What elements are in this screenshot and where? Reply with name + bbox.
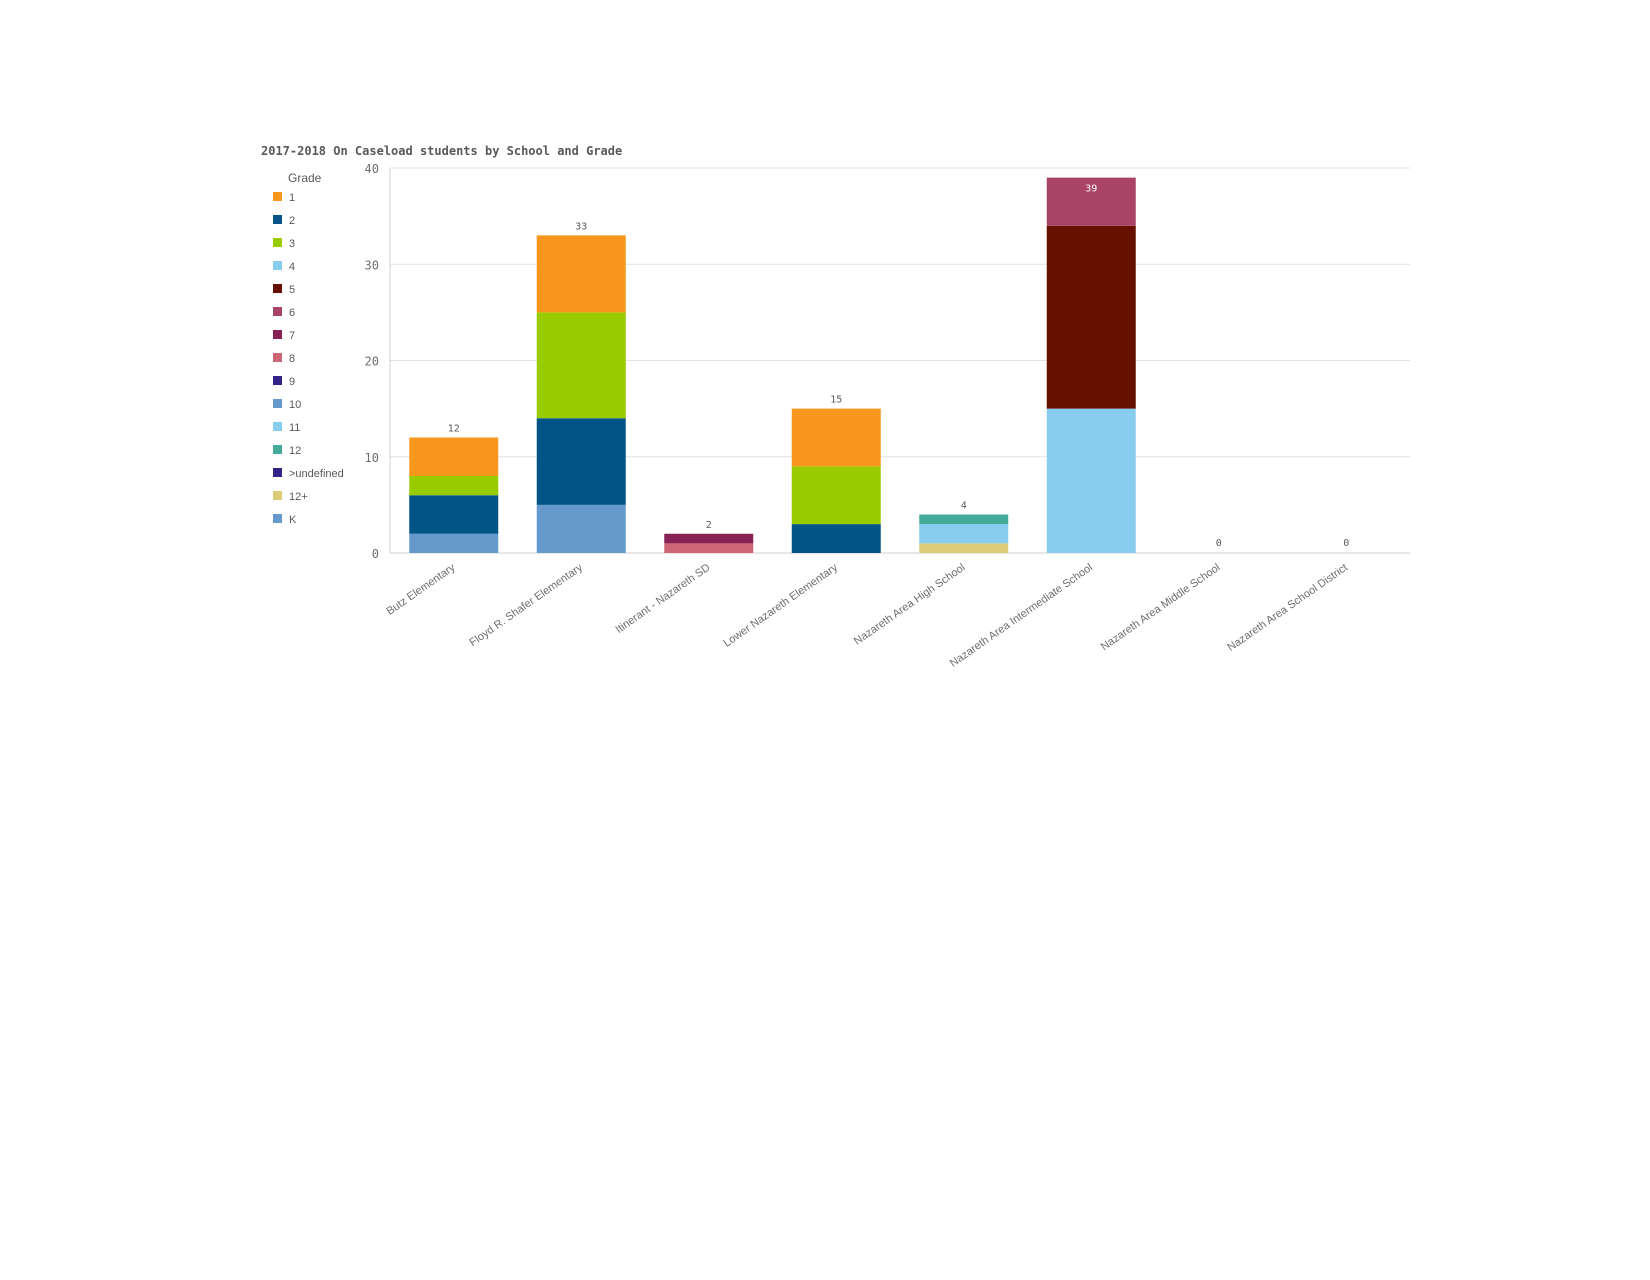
data-label: 4 bbox=[961, 501, 967, 512]
legend-label: 12+ bbox=[289, 491, 308, 503]
legend-label: 7 bbox=[289, 330, 295, 342]
bar-segment bbox=[1046, 177, 1136, 226]
x-tick-label: Nazareth Area Middle School bbox=[1099, 562, 1223, 654]
bar-segment bbox=[919, 543, 1009, 553]
y-tick-label: 10 bbox=[365, 451, 379, 465]
legend-label: 1 bbox=[289, 192, 295, 204]
legend-label: >undefined bbox=[289, 468, 344, 480]
legend-swatch bbox=[273, 514, 282, 523]
data-label: 33 bbox=[575, 221, 587, 232]
legend-swatch bbox=[273, 468, 282, 477]
legend-swatch bbox=[273, 399, 282, 408]
y-tick-label: 40 bbox=[365, 162, 379, 176]
x-tick-label: Floyd R. Shafer Elementary bbox=[467, 561, 585, 649]
legend-swatch bbox=[273, 307, 282, 316]
x-tick-label: Butz Elementary bbox=[384, 561, 457, 617]
data-label: 2 bbox=[706, 520, 712, 531]
x-tick-label: Nazareth Area School District bbox=[1225, 562, 1350, 654]
legend-swatch bbox=[273, 261, 282, 270]
legend-label: 9 bbox=[289, 376, 295, 388]
legend-swatch bbox=[273, 330, 282, 339]
legend-swatch bbox=[273, 353, 282, 362]
legend-label: 2 bbox=[289, 215, 295, 227]
legend-swatch bbox=[273, 215, 282, 224]
legend-swatch bbox=[273, 192, 282, 201]
bar-segment bbox=[536, 312, 626, 419]
legend-label: 4 bbox=[289, 261, 295, 273]
legend-title: Grade bbox=[288, 171, 322, 185]
data-label: 39 bbox=[1085, 184, 1097, 195]
legend-label: 6 bbox=[289, 307, 295, 319]
x-tick-label: Itinerant - Nazareth SD bbox=[613, 562, 712, 636]
y-tick-label: 0 bbox=[372, 547, 379, 561]
legend-label: 10 bbox=[289, 399, 301, 411]
bars-layer bbox=[409, 177, 1136, 553]
legend-swatch bbox=[273, 491, 282, 500]
bar-segment bbox=[791, 524, 881, 553]
legend-label: 12 bbox=[289, 445, 301, 457]
legend-swatch bbox=[273, 284, 282, 293]
y-tick-label: 20 bbox=[365, 355, 379, 369]
x-tick-label: Nazareth Area Intermediate School bbox=[948, 562, 1095, 670]
legend-label: 11 bbox=[289, 422, 300, 434]
data-label: 12 bbox=[448, 424, 460, 435]
y-tick-label: 30 bbox=[365, 258, 379, 272]
data-label: 15 bbox=[830, 395, 842, 406]
data-label: 0 bbox=[1343, 538, 1349, 549]
x-tick-label: Nazareth Area High School bbox=[852, 562, 968, 648]
bar-segment bbox=[409, 533, 499, 553]
bar-segment bbox=[791, 466, 881, 525]
legend-swatch bbox=[273, 238, 282, 247]
legend-swatch bbox=[273, 445, 282, 454]
legend-swatch bbox=[273, 376, 282, 385]
bar-segment bbox=[409, 495, 499, 534]
legend-label: K bbox=[289, 514, 297, 526]
bar-segment bbox=[791, 408, 881, 467]
legend-label: 5 bbox=[289, 284, 295, 296]
data-label: 0 bbox=[1216, 538, 1222, 549]
bar-segment bbox=[536, 418, 626, 505]
bar-segment bbox=[536, 235, 626, 313]
bar-segment bbox=[1046, 408, 1136, 553]
bar-segment bbox=[664, 533, 754, 544]
bar-segment bbox=[409, 437, 499, 476]
bar-segment bbox=[536, 504, 626, 553]
legend-swatch bbox=[273, 422, 282, 431]
bar-segment bbox=[1046, 225, 1136, 409]
legend-label: 3 bbox=[289, 238, 295, 250]
x-tick-label: Lower Nazareth Elementary bbox=[721, 561, 840, 649]
chart-title: 2017-2018 On Caseload students by School… bbox=[261, 144, 622, 158]
bar-segment bbox=[409, 476, 499, 496]
legend-label: 8 bbox=[289, 353, 295, 365]
bar-segment bbox=[919, 514, 1009, 525]
bar-segment bbox=[664, 543, 754, 553]
bar-segment bbox=[919, 524, 1009, 544]
